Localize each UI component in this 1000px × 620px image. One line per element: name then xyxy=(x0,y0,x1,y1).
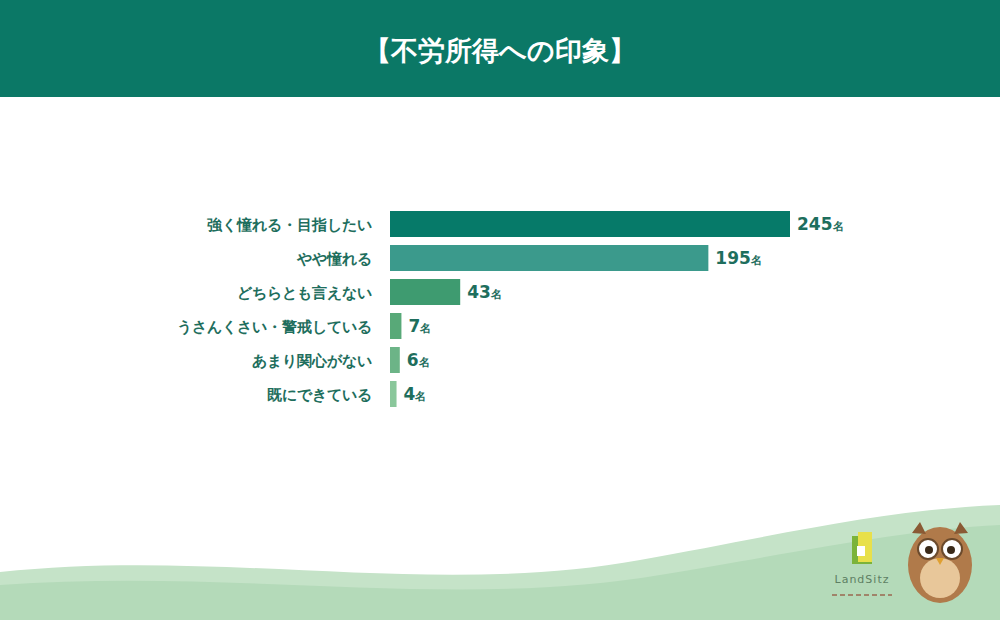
data-label: 7名 xyxy=(408,316,431,336)
labels: 強く憧れる・目指したい245名やや憧れる195名どちらとも言えない43名うさんく… xyxy=(177,214,844,404)
owl-pupil xyxy=(947,546,955,554)
data-label-unit: 名 xyxy=(490,288,502,301)
title: 【不労所得への印象】 xyxy=(364,35,636,66)
logo-icon xyxy=(858,532,872,562)
bar xyxy=(390,347,400,373)
owl-belly xyxy=(920,558,960,598)
data-label: 43名 xyxy=(467,282,502,302)
data-label: 245名 xyxy=(797,214,844,234)
data-label-number: 4 xyxy=(404,384,416,404)
data-label: 6名 xyxy=(407,350,430,370)
bar xyxy=(390,245,708,271)
wave-decoration xyxy=(0,505,1000,620)
data-label-number: 245 xyxy=(797,214,833,234)
data-label-number: 195 xyxy=(715,248,751,268)
background xyxy=(0,0,1000,620)
data-label-unit: 名 xyxy=(832,220,844,233)
data-label-unit: 名 xyxy=(414,390,426,403)
data-label-number: 43 xyxy=(467,282,491,302)
bars xyxy=(390,211,790,407)
category-label: やや憧れる xyxy=(296,250,372,268)
category-label: 強く憧れる・目指したい xyxy=(207,216,372,234)
category-label: どちらとも言えない xyxy=(237,284,372,302)
brand-name: LandSitz xyxy=(835,573,890,586)
category-label: あまり関心がない xyxy=(252,352,372,370)
wave-decoration xyxy=(0,525,1000,620)
bar xyxy=(390,279,460,305)
owl-body xyxy=(908,527,972,603)
category-label: うさんくさい・警戒している xyxy=(177,318,372,336)
owl-eye xyxy=(918,539,938,559)
data-label: 4名 xyxy=(404,384,427,404)
category-label: 既にできている xyxy=(267,386,372,404)
chart-root: 【不労所得への印象】強く憧れる・目指したい245名やや憧れる195名どちらとも言… xyxy=(0,0,1000,620)
logo-line xyxy=(832,594,892,596)
brand-logo: LandSitz xyxy=(832,532,892,595)
data-label-number: 7 xyxy=(408,316,420,336)
owl-pupil xyxy=(925,546,933,554)
bar xyxy=(390,381,397,407)
data-label-unit: 名 xyxy=(750,254,762,267)
header-band xyxy=(0,0,1000,97)
data-label-number: 6 xyxy=(407,350,419,370)
data-label-unit: 名 xyxy=(418,356,430,369)
owl-eye xyxy=(942,539,962,559)
data-label: 195名 xyxy=(715,248,762,268)
bar xyxy=(390,313,401,339)
owl-beak xyxy=(936,558,944,565)
owl-mascot xyxy=(908,522,972,603)
data-label-unit: 名 xyxy=(419,322,431,335)
bar xyxy=(390,211,790,237)
owl-ears xyxy=(912,522,968,534)
logo-icon xyxy=(857,546,865,556)
